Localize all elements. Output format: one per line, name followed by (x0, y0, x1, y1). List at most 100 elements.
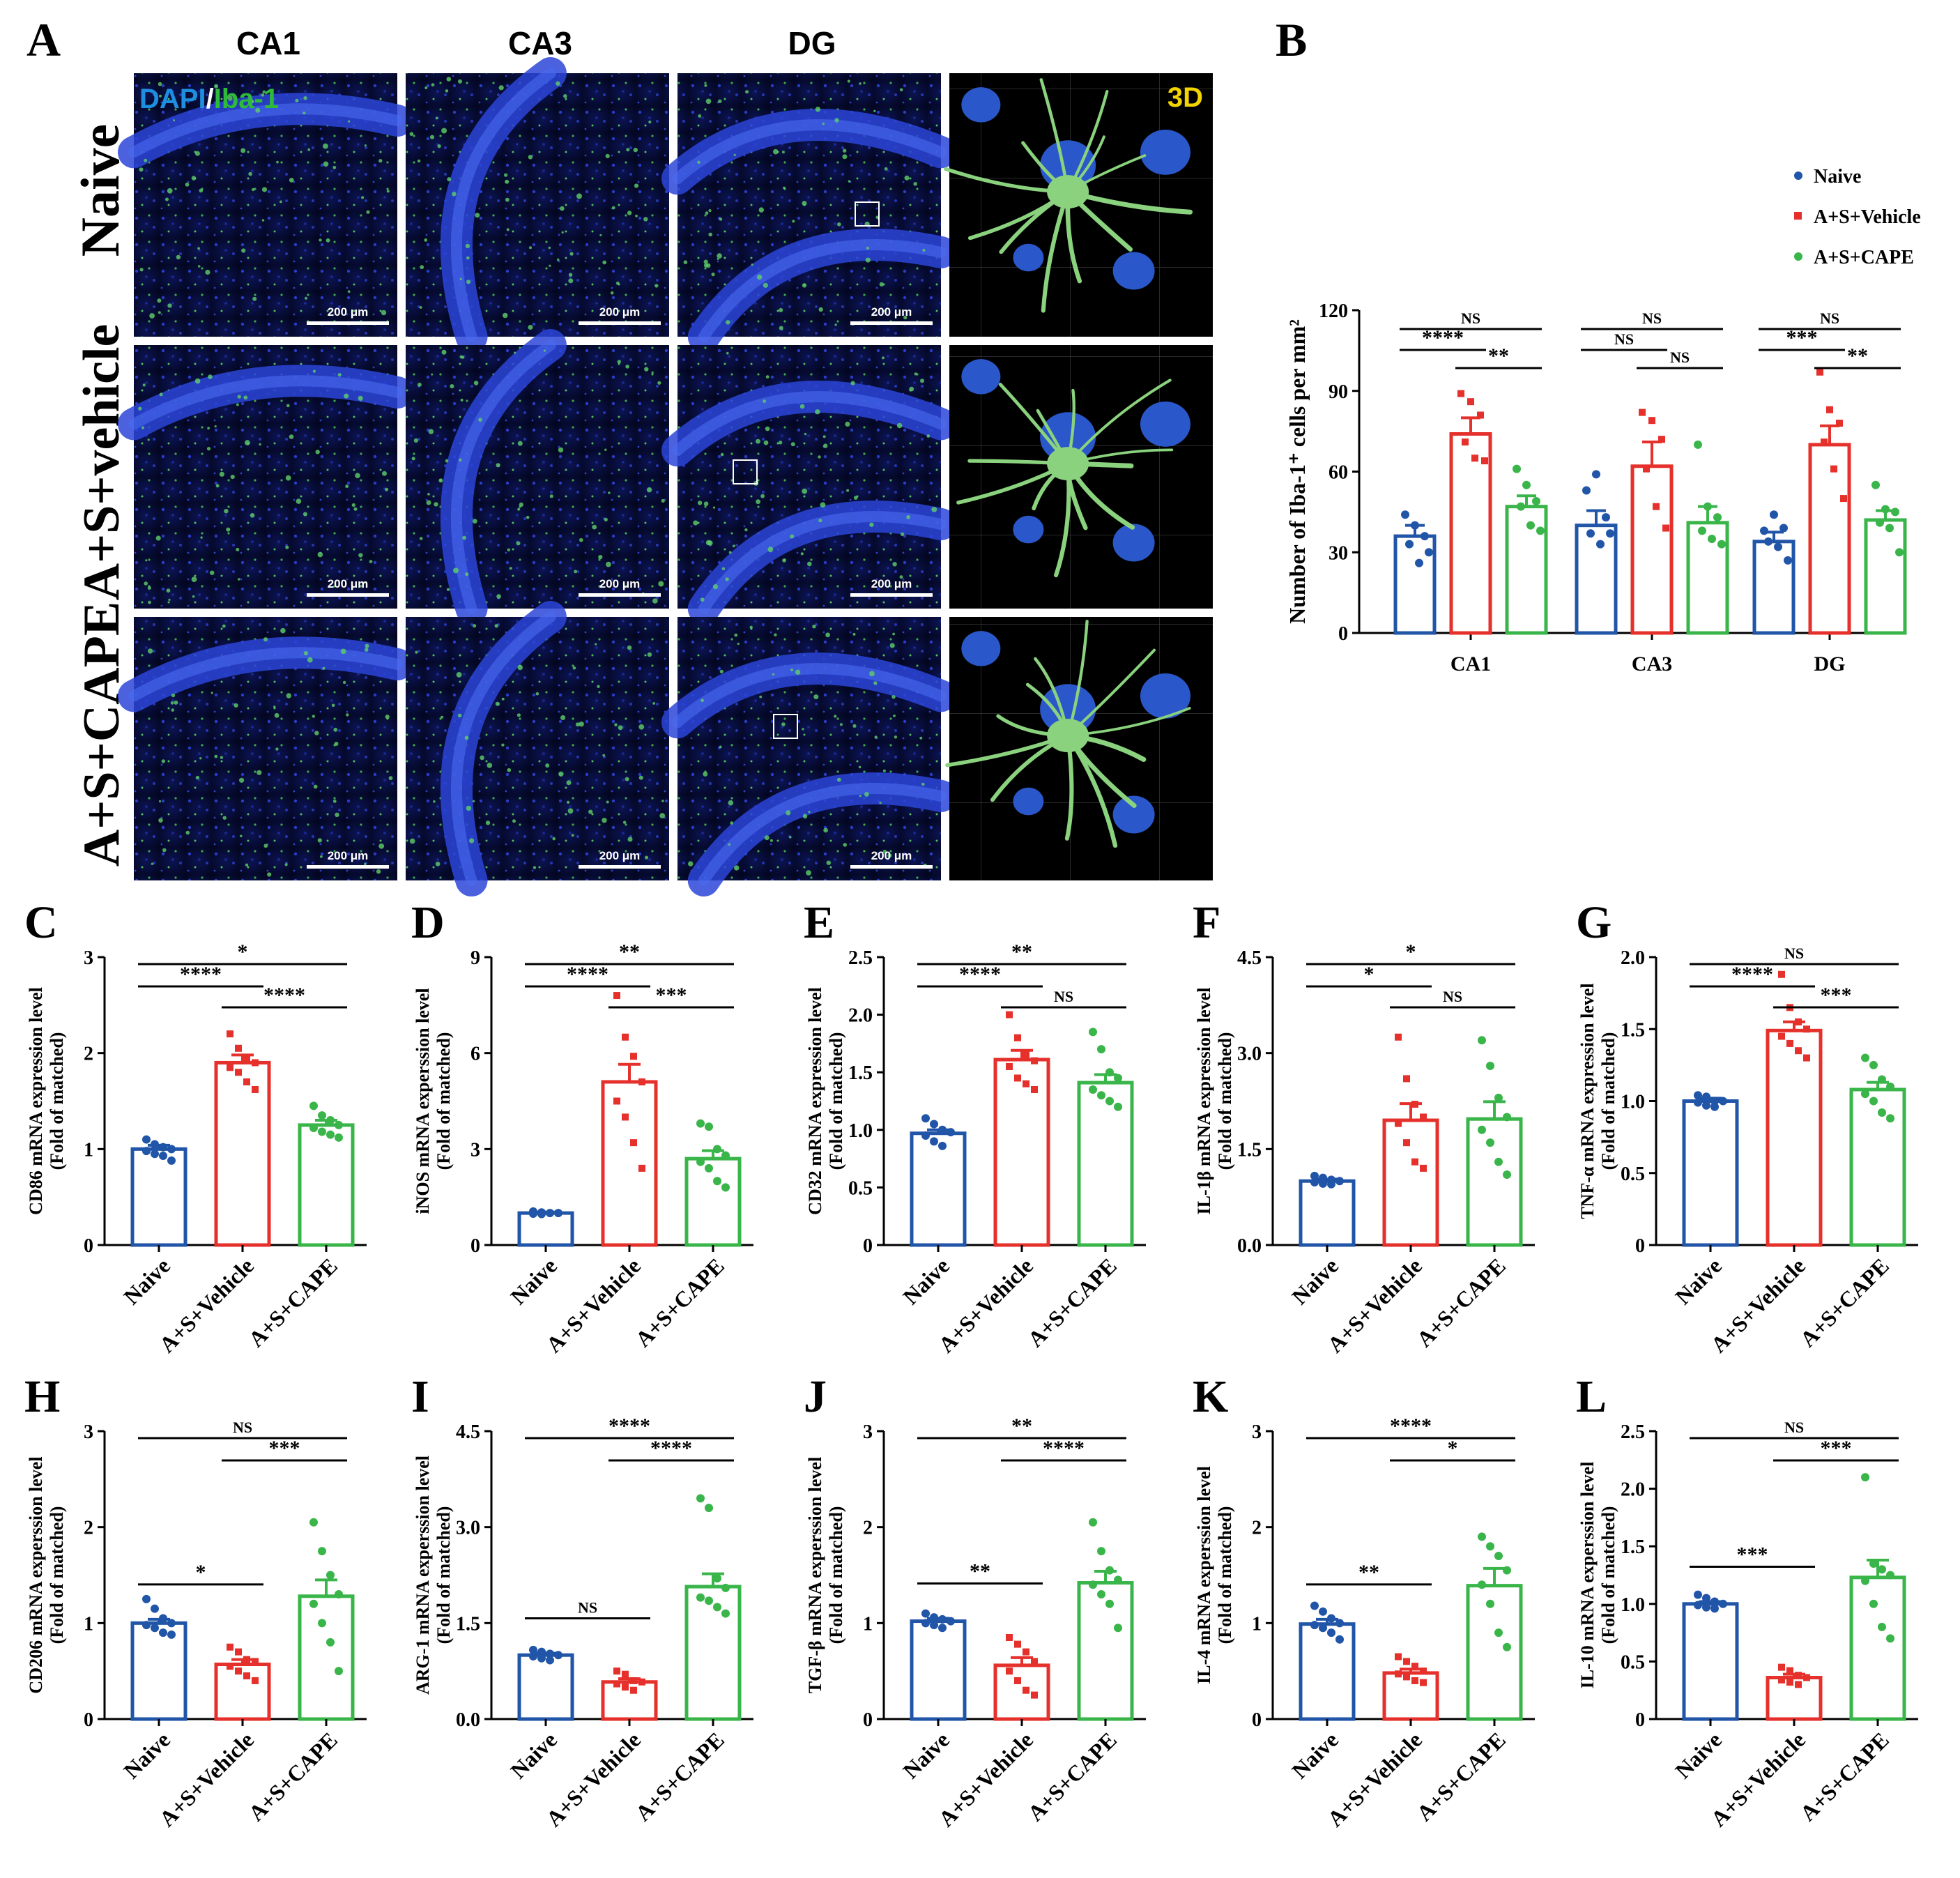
microglia-dot (323, 161, 329, 167)
microglia-dot (800, 552, 804, 556)
microglia-dot (215, 484, 220, 488)
microglia-dot (424, 86, 428, 89)
microglia-dot (658, 581, 664, 587)
bar (1766, 1028, 1823, 1247)
data-point (947, 1128, 955, 1137)
microglia-dot (142, 383, 146, 387)
data-point (696, 1157, 705, 1166)
microglia-dot (879, 802, 882, 804)
data-point (1694, 1091, 1702, 1100)
significance-label: ** (1847, 344, 1868, 367)
data-point (235, 1667, 242, 1675)
microglia-dot (893, 715, 896, 717)
y-tick-label: 1.5 (1237, 1139, 1262, 1161)
data-point (1821, 438, 1828, 446)
data-point (151, 1150, 159, 1159)
data-point (1031, 1085, 1038, 1093)
data-point (705, 1163, 713, 1173)
microglia-dot (879, 282, 884, 287)
data-point (1420, 1164, 1427, 1172)
bar (1077, 1581, 1134, 1721)
microglia-dot (428, 429, 434, 434)
scale-bar (850, 865, 933, 869)
microglia-dot (892, 562, 897, 567)
microglia-dot (415, 650, 418, 654)
microglia-dot (813, 694, 819, 700)
data-point (235, 1648, 242, 1656)
microglia-dot (275, 747, 279, 751)
data-point (696, 1593, 705, 1602)
data-point (721, 1151, 730, 1160)
microglia-dot (498, 85, 504, 91)
micrograph-tile: 200 μm (118, 73, 413, 337)
microglia-dot (240, 834, 243, 838)
microglia-dot (864, 792, 869, 797)
microglia-dot (782, 558, 786, 563)
microglia-dot (889, 643, 895, 648)
microglia-dot (763, 282, 768, 288)
data-point (142, 1621, 151, 1630)
microglia-dot (843, 843, 847, 847)
data-point (921, 1131, 930, 1140)
data-point (318, 1547, 326, 1556)
data-point (326, 1637, 335, 1647)
micrograph-tile: 200 μm (118, 617, 413, 880)
microglia-dot (243, 395, 248, 400)
microglia-dot (236, 547, 240, 551)
data-point (142, 1594, 151, 1603)
bar (130, 1621, 187, 1721)
panel-letter: E (804, 897, 834, 948)
panel-letter: J (804, 1371, 827, 1422)
microglia-dot (815, 107, 821, 112)
data-point (1840, 495, 1847, 503)
microglia-dot (280, 627, 286, 634)
microglia-dot (920, 379, 924, 383)
data-point (554, 1651, 562, 1660)
data-point (1310, 1171, 1319, 1180)
significance-label: ** (619, 940, 640, 963)
panel-H: H 0 1 2 3 CD206 mRNA experssion level (Fold of… (24, 1371, 367, 1831)
microglia-dot (195, 775, 200, 780)
microglia-dot (185, 830, 190, 835)
y-tick-label: 2.5 (1621, 1421, 1645, 1443)
data-point (1881, 505, 1890, 514)
microglia-dot (891, 695, 896, 699)
data-point (1878, 1108, 1886, 1117)
microglia-dot (313, 784, 318, 789)
data-point (1878, 1622, 1886, 1631)
x-tick-label: A+S+CAPE (1795, 1727, 1894, 1826)
microglia-dot (507, 768, 512, 772)
data-point (1097, 1590, 1105, 1599)
microglia-dot (708, 209, 712, 213)
microglia-dot (171, 693, 176, 698)
microglia-dot (749, 625, 753, 629)
microglia-dot (296, 498, 302, 504)
microglia-dot (319, 238, 322, 242)
data-point (1097, 1045, 1105, 1054)
microglia-dot (597, 685, 600, 688)
data-point (309, 1124, 318, 1133)
microglia-dot (717, 253, 722, 259)
cell-layer-core (128, 647, 403, 702)
data-point (243, 1672, 250, 1680)
microglia-dot (756, 274, 763, 280)
microglia-dot (882, 769, 886, 772)
data-point (1770, 510, 1778, 519)
microglia-dot (790, 442, 795, 447)
data-point (1786, 1039, 1793, 1047)
microglia-dot (874, 735, 878, 739)
microglia-dot (514, 351, 516, 354)
x-tick-label: A+S+CAPE (1411, 1253, 1510, 1352)
microglia-dot (770, 839, 773, 842)
microglia-dot (625, 365, 629, 369)
microglia-dot (726, 320, 730, 325)
y-axis-label: TGF-β mRNA experssion level (805, 1457, 825, 1693)
microglia-dot (756, 438, 760, 444)
microglia-dot (519, 502, 523, 507)
microglia-dot (614, 723, 618, 726)
significance-label: * (1406, 940, 1416, 963)
microglia-dot (255, 107, 261, 113)
data-point (1023, 1051, 1029, 1059)
data-point (1014, 1034, 1021, 1041)
nucleus-blob (1140, 402, 1190, 447)
